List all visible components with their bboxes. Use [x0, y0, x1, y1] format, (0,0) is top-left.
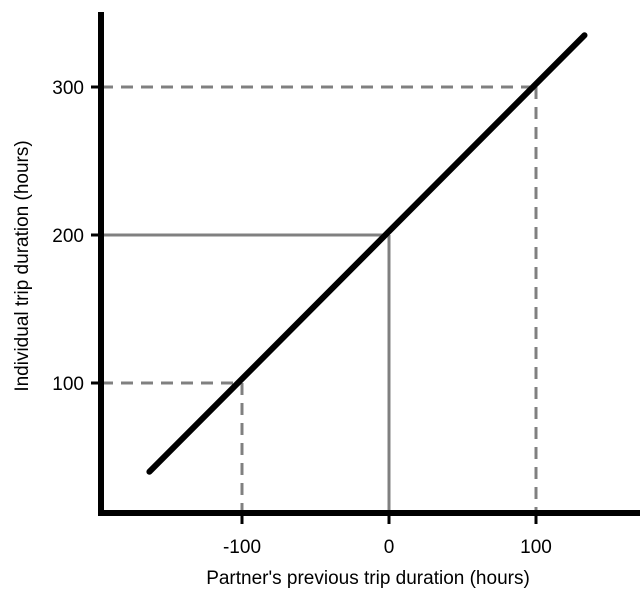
y-tick-label: 200: [52, 226, 84, 247]
x-tick-label: 0: [384, 537, 395, 558]
tick-labels: 100 200 300 -100 0 100: [52, 78, 552, 558]
tick-marks: [91, 85, 538, 524]
series-line: [146, 32, 588, 475]
series-layer: [146, 32, 588, 475]
x-axis-title: Partner's previous trip duration (hours): [206, 568, 530, 589]
y-axis-title: Individual trip duration (hours): [12, 140, 33, 391]
x-tick-label: -100: [223, 537, 261, 558]
y-tick-label: 300: [52, 78, 84, 99]
reference-lines: [101, 85, 538, 513]
y-tick-label: 100: [52, 374, 84, 395]
x-tick-label: 100: [520, 537, 552, 558]
axes: [98, 12, 640, 516]
